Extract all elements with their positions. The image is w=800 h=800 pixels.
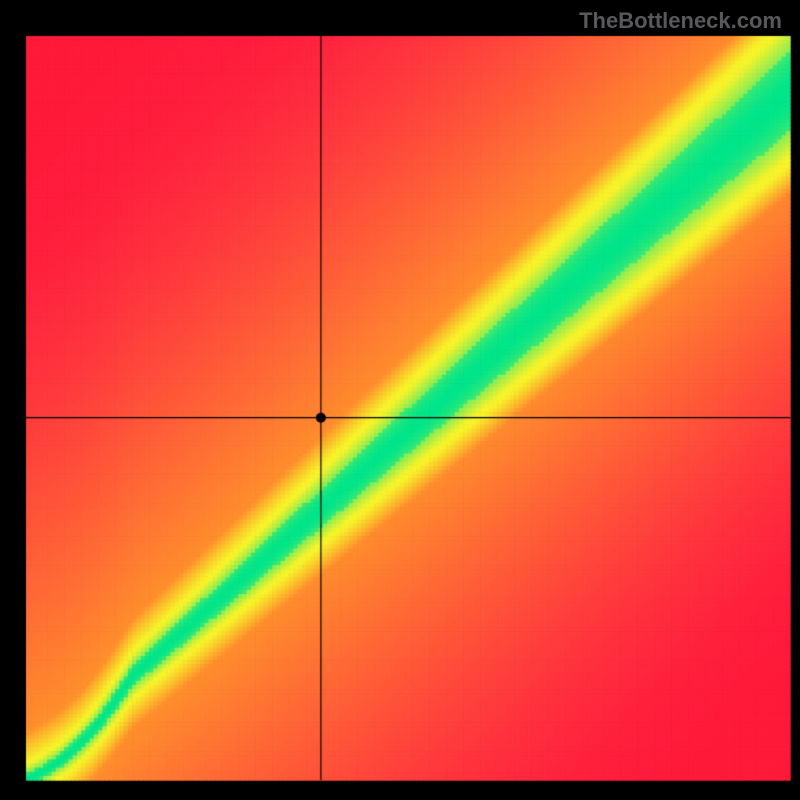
chart-container: TheBottleneck.com: [0, 0, 800, 800]
bottleneck-heatmap: [0, 0, 800, 800]
watermark-text: TheBottleneck.com: [579, 8, 782, 34]
